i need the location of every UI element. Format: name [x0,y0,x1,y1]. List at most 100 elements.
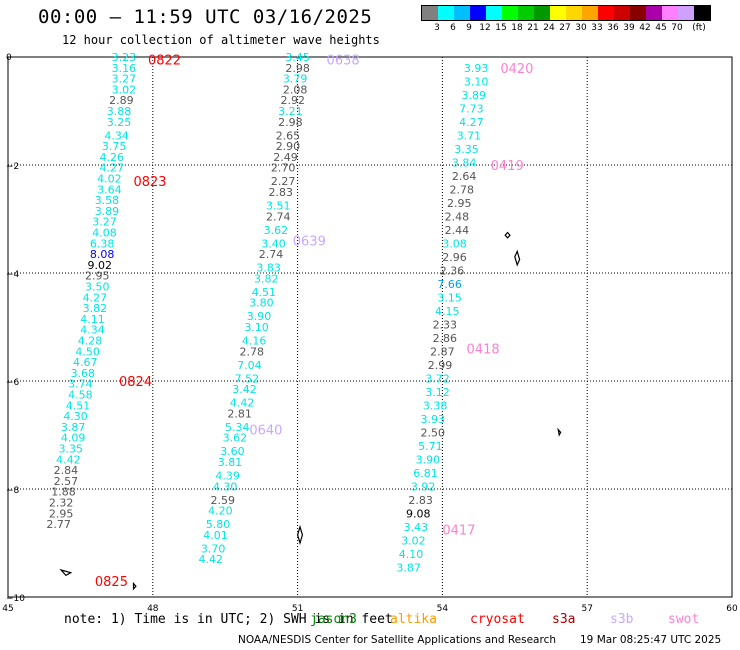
wave-height-label: 4.42 [230,397,255,410]
wave-height-label: 4.42 [56,453,81,466]
timestamp-text: 19 Mar 08:25:47 UTC 2025 [580,634,722,646]
wave-height-label: 4.15 [435,305,460,318]
wave-height-label: 7.04 [237,359,262,372]
wave-height-label: 2.87 [430,345,455,358]
y-tick-label: −2 [6,162,19,172]
wave-height-label: 2.95 [85,270,110,283]
wave-height-label: 3.58 [95,194,120,207]
x-tick-label: 60 [726,604,738,614]
wave-height-label: 3.15 [437,291,462,304]
wave-height-label: 2.86 [433,332,458,345]
wave-height-label: 2.78 [239,345,264,358]
wave-height-label: 3.38 [423,399,448,412]
wave-height-label: 2.74 [259,248,284,261]
legend-swatch [582,6,598,20]
legend-swatch [550,6,566,20]
wave-height-label: 3.83 [256,262,281,275]
wave-height-label: 2.65 [276,129,301,142]
wave-height-label: 2.95 [447,197,472,210]
pass-time-label: 0419 [491,159,524,174]
legend-swatch [438,6,454,20]
legend-tick-label: 42 [639,23,651,33]
wave-height-label: 3.62 [223,432,248,445]
wave-height-label: 4.27 [459,116,484,129]
wave-height-label: 4.51 [66,399,91,412]
wave-height-label: 2.50 [420,426,445,439]
wave-height-label: 4.50 [75,345,100,358]
legend-swatch [678,6,694,20]
wave-height-label: 2.83 [268,186,293,199]
wave-height-label: 7.73 [459,102,484,115]
legend-swatch [598,6,614,20]
wave-height-label: 4.30 [63,410,88,423]
wave-height-label: 4.20 [208,505,233,518]
wave-height-label: 3.82 [254,272,279,285]
legend-tick-label: 18 [511,23,523,33]
wave-height-label: 3.16 [112,62,137,75]
pass-time-label: 0418 [467,343,500,358]
wave-height-label: 3.10 [464,75,489,88]
wave-height-label: 3.88 [107,105,132,118]
wave-height-label: 2.74 [266,210,291,223]
satellite-key-s3a: s3a [552,612,576,627]
legend-swatch [566,6,582,20]
legend-tick-label: 70 [671,23,683,33]
legend-tick-label: 33 [591,23,603,33]
legend-swatch [630,6,646,20]
wave-height-label: 9.08 [406,507,431,520]
legend-tick-label: 6 [450,23,456,33]
coastline-island [132,581,137,591]
wave-height-label: 3.10 [244,321,269,334]
wave-height-label: 4.34 [104,129,129,142]
wave-height-label: 2.99 [428,359,453,372]
page-subtitle: 12 hour collection of altimeter wave hei… [62,33,380,47]
y-tick-label: −4 [6,270,20,280]
wave-height-label: 3.74 [68,378,93,391]
pass-time-label: 0824 [119,375,152,390]
wave-height-label: 3.79 [283,73,308,86]
wave-height-label: 4.10 [399,548,424,561]
y-tick-label: 0 [6,53,12,63]
wave-height-label: 3.80 [249,297,274,310]
y-tick-label: −8 [6,486,20,496]
wave-height-label: 3.64 [97,183,122,196]
wave-height-label: 3.71 [457,129,482,142]
wave-height-label: 2.64 [452,170,477,183]
legend-swatch [486,6,502,20]
coastline-island [296,524,304,546]
wave-height-label: 3.27 [112,73,137,86]
wave-height-label: 6.38 [90,237,115,250]
wave-height-label: 3.02 [112,83,137,96]
coastline-island [557,427,562,437]
wave-height-label: 2.78 [449,183,474,196]
wave-height-label: 4.09 [61,432,86,445]
wave-height-label: 2.95 [49,507,74,520]
legend-swatch [694,6,710,20]
wave-height-label: 3.21 [278,105,303,118]
satellite-key-swot: swot [668,612,700,627]
legend-tick-label: 12 [479,23,491,33]
wave-height-label: 3.35 [454,143,479,156]
wave-height-label: 4.28 [78,335,103,348]
wave-height-label: 2.98 [285,62,310,75]
legend-tick-labels: 3 6 9 12 15 18 21 24 27 30 33 36 39 42 45 70 (ft) [421,21,709,35]
wave-height-label: 3.35 [58,443,83,456]
x-tick-label: 54 [437,604,449,614]
legend-tick-label: 27 [559,23,571,33]
wave-height-label: 3.43 [404,521,429,534]
pass-time-label: 0638 [327,54,360,69]
wave-height-label: 2.84 [54,464,79,477]
x-tick-label: 57 [581,604,592,614]
legend-tick-label: 15 [495,23,507,33]
wave-height-label: 2.33 [433,318,458,331]
x-tick-label: 45 [2,604,13,614]
legend-swatch [534,6,550,20]
wave-height-label: 4.30 [213,480,238,493]
legend-tick-label: 21 [527,23,539,33]
wave-height-label: 4.67 [73,356,98,369]
wave-height-label: 2.98 [278,116,303,129]
wave-height-label: 4.01 [203,529,228,542]
wave-height-label: 2.48 [445,210,470,223]
pass-time-label: 0420 [500,62,533,77]
wave-height-label: 3.68 [71,367,96,380]
